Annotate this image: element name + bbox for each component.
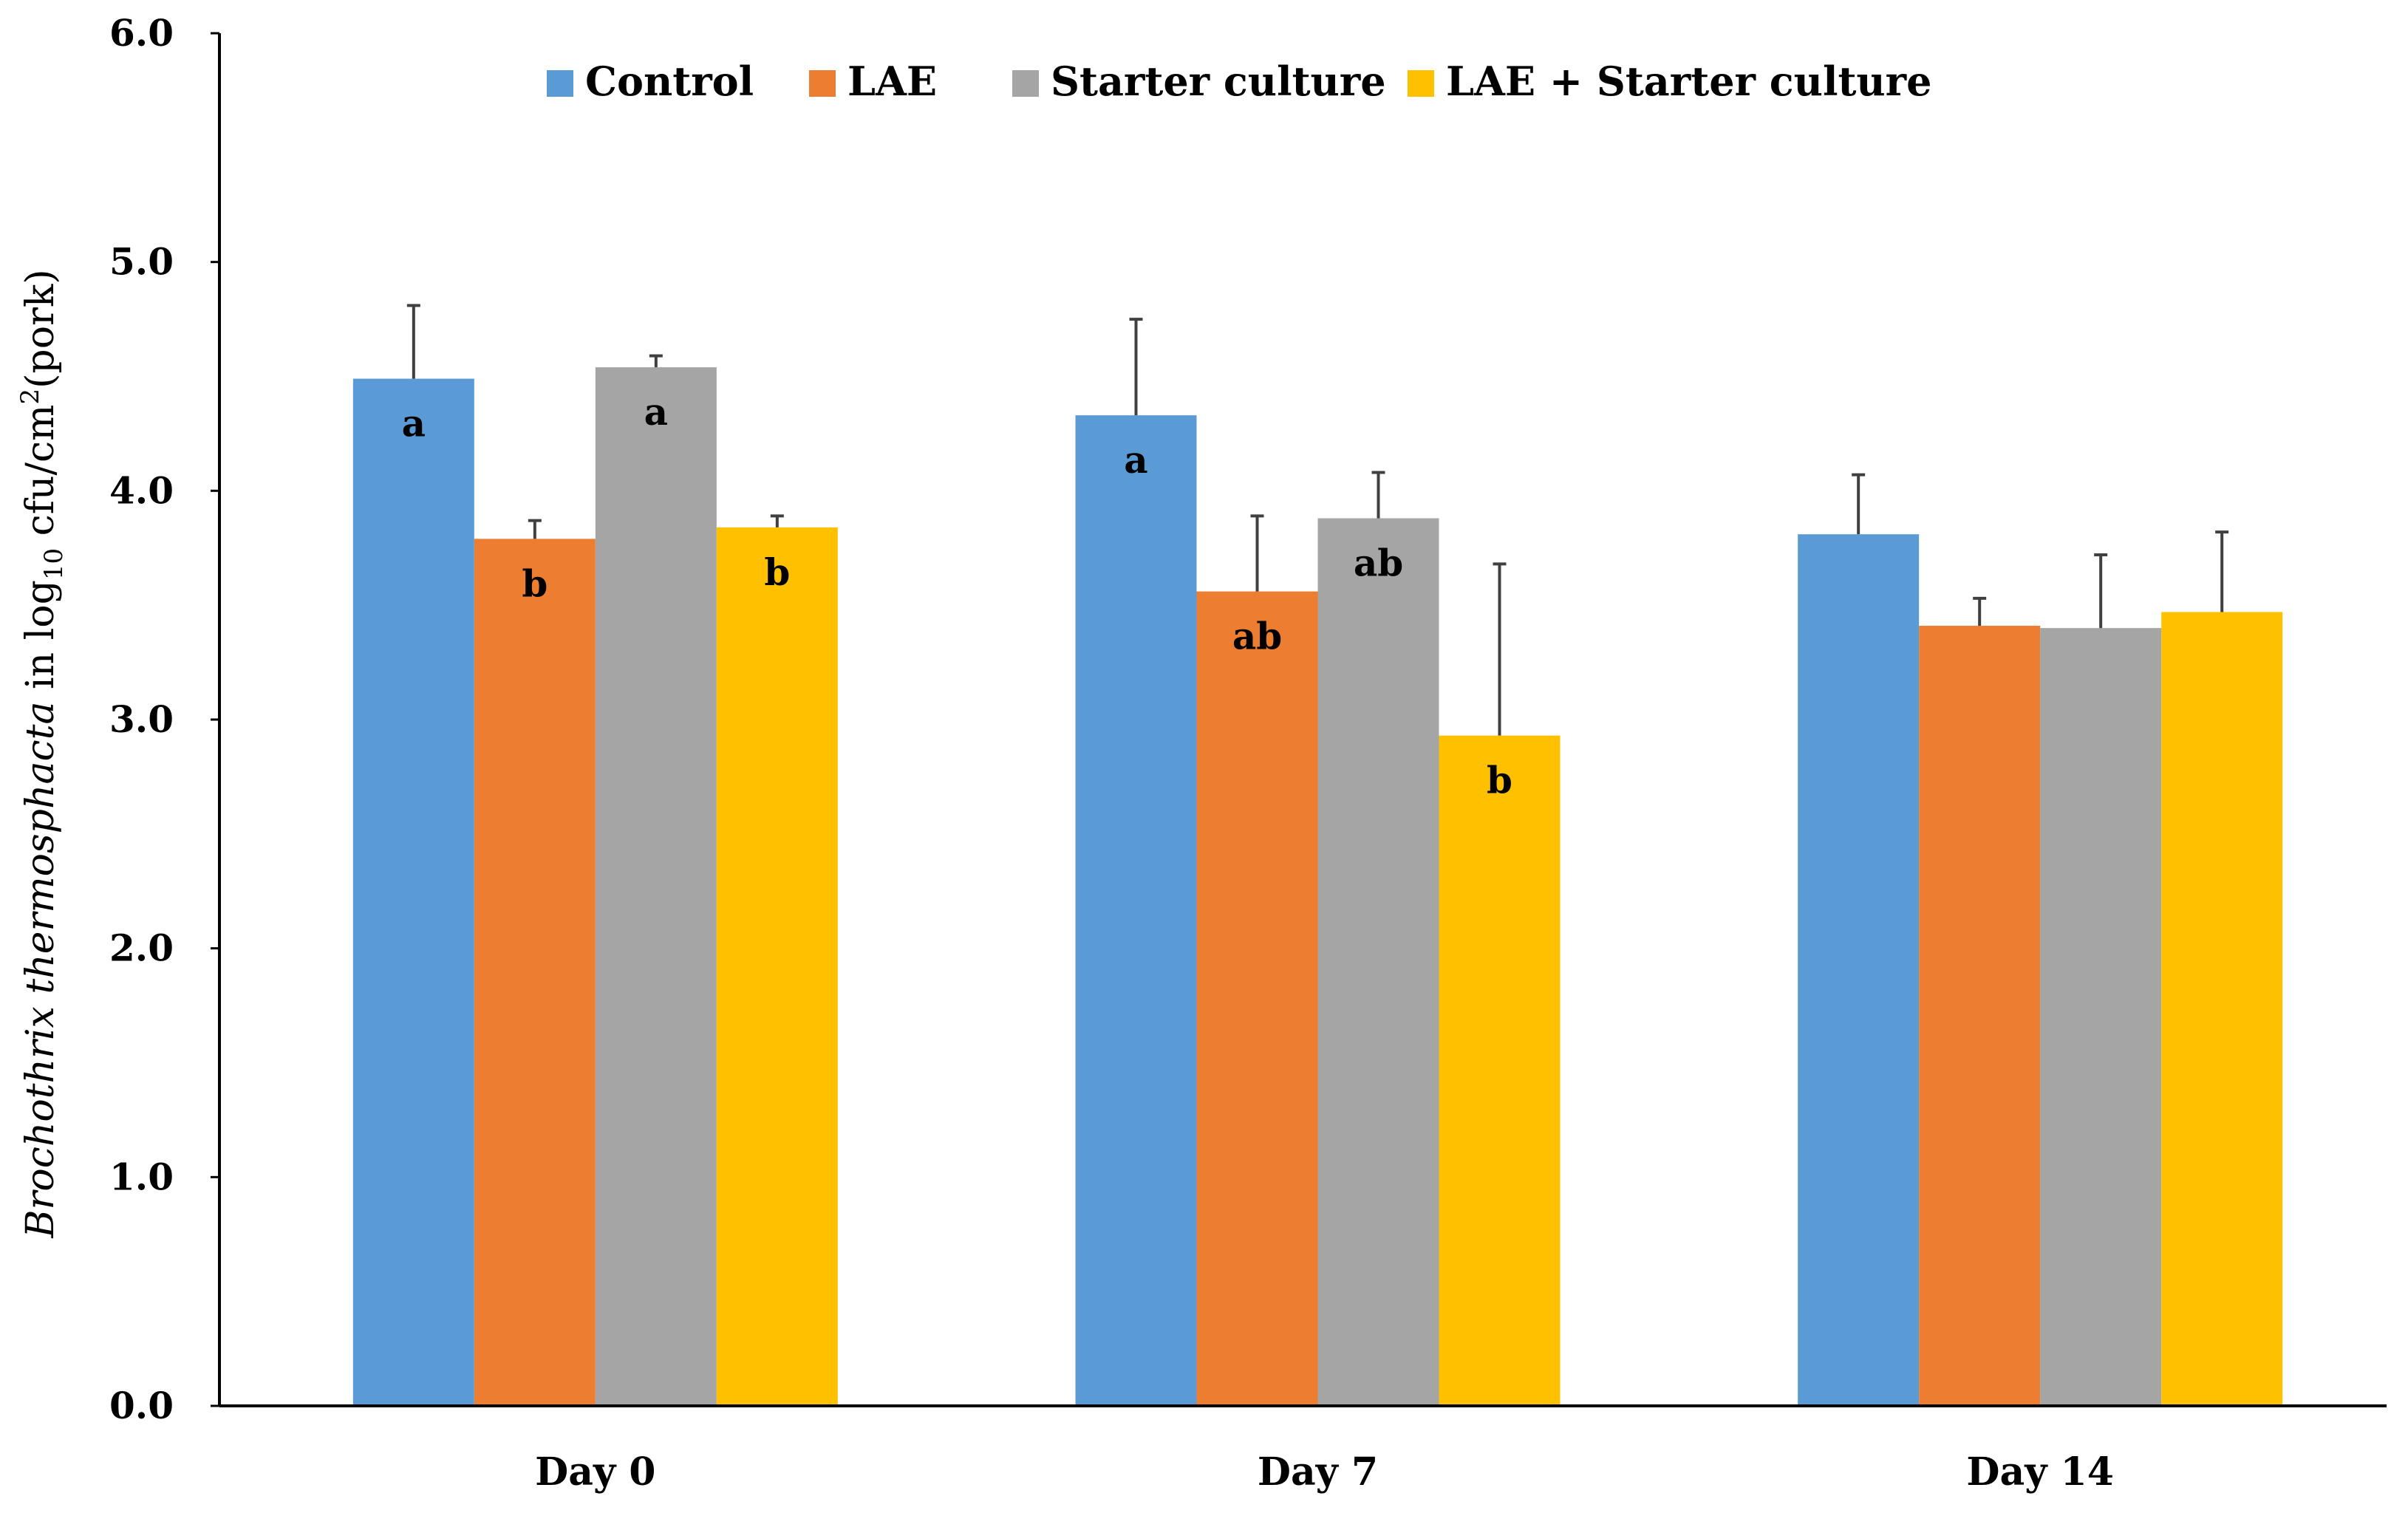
y-tick-label-0: 0.0 (109, 1384, 174, 1427)
y-tick-label-2: 2.0 (109, 926, 174, 970)
bar-lae-day-14 (1919, 626, 2041, 1407)
legend: Control LAE Starter culture LAE + Starter c… (547, 58, 1931, 105)
bars-layer (352, 367, 2283, 1407)
legend-swatch-2 (1012, 70, 1039, 97)
y-axis-label-italic: Brochothrix thermosphacta (18, 702, 63, 1239)
x-tick-label-1: Day 7 (1258, 1449, 1378, 1495)
bar-label-2-0: a (644, 390, 668, 434)
y-axis-label-text2: cfu/cm (18, 405, 63, 548)
error-bars-layer (406, 304, 2229, 736)
y-axis-label-superscript: 2 (16, 389, 45, 405)
x-tick-label-2: Day 14 (1966, 1449, 2113, 1495)
bar-control-day-7 (1075, 415, 1197, 1406)
y-axis-label-text3: (pork) (18, 269, 63, 389)
x-tick-label-0: Day 0 (535, 1449, 655, 1495)
y-axis-label: Brochothrix thermosphacta in log10 cfu/c… (16, 269, 69, 1238)
bar-starter-culture-day-7 (1317, 518, 1439, 1406)
bar-label-0-0: a (402, 402, 426, 445)
y-axis-label-subscript: 10 (39, 548, 69, 580)
bar-control-day-0 (352, 378, 474, 1406)
legend-label-0: Control (585, 58, 754, 105)
bar-label-3-1: b (1487, 759, 1512, 802)
legend-swatch-0 (547, 70, 573, 97)
bar-control-day-14 (1798, 534, 1920, 1407)
bar-starter-culture-day-14 (2040, 628, 2162, 1407)
y-axis-label-text: in log (18, 580, 63, 701)
bar-lae-starter-culture-day-0 (716, 527, 838, 1406)
bar-starter-culture-day-0 (595, 367, 717, 1407)
legend-label-2: Starter culture (1051, 58, 1386, 105)
y-tick-label-4: 4.0 (109, 468, 174, 512)
bar-label-2-1: ab (1354, 541, 1403, 584)
y-tick-label-5: 5.0 (109, 240, 174, 284)
bar-lae-starter-culture-day-7 (1439, 735, 1561, 1406)
bar-lae-day-7 (1196, 591, 1318, 1406)
bar-label-1-1: ab (1232, 615, 1282, 658)
y-tick-label-6: 6.0 (109, 11, 174, 55)
bar-label-1-0: b (522, 561, 548, 605)
bar-lae-day-0 (474, 539, 596, 1407)
bar-lae-starter-culture-day-14 (2161, 612, 2283, 1406)
legend-swatch-1 (809, 70, 836, 97)
legend-label-3: LAE + Starter culture (1446, 58, 1931, 105)
axes-layer: Day 0 Day 7 Day 14 0.0 1.0 2.0 3.0 4.0 5.0 6.0 (109, 11, 2387, 1495)
bar-label-3-0: b (764, 550, 790, 594)
legend-swatch-3 (1408, 70, 1434, 97)
y-tick-label-1: 1.0 (109, 1155, 174, 1198)
legend-label-1: LAE (847, 58, 937, 105)
y-tick-label-3: 3.0 (109, 697, 174, 741)
bar-label-0-1: a (1124, 438, 1147, 482)
